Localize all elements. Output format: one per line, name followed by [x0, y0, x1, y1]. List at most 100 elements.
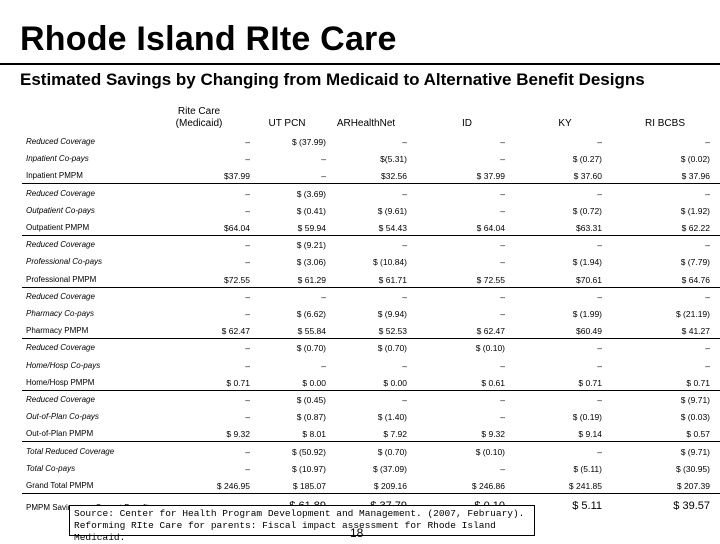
table-cell: $ (9.94) — [377, 309, 407, 319]
table-cell: $ (37.09) — [372, 463, 407, 474]
table-cell: $ (9.71) — [680, 395, 710, 405]
table-cell: $ (5.11) — [573, 463, 602, 474]
group-separator — [22, 183, 720, 185]
table-cell: – — [500, 154, 505, 165]
column-header: KY — [558, 118, 572, 129]
table-cell: – — [402, 291, 407, 302]
slide-subtitle: Estimated Savings by Changing from Medic… — [20, 70, 645, 89]
source-line-1: Source: Center for Health Program Develo… — [74, 508, 525, 519]
column-header: RI BCBS — [644, 118, 685, 129]
source-line-2: Reforming RIte Care for parents: Fiscal … — [74, 520, 496, 543]
table-cell: $ 37.99 — [476, 171, 505, 182]
table-cell: $ 37.96 — [681, 171, 710, 182]
table-cell: – — [500, 463, 505, 474]
table-cell: $ (37.99) — [291, 137, 326, 147]
column-header: ID — [462, 118, 472, 129]
table-cell: $ 55.84 — [297, 326, 326, 337]
row-label: Reduced Coverage — [26, 291, 95, 301]
row-label: Outpatient Co-pays — [26, 205, 95, 215]
table-cell: $60.49 — [576, 326, 602, 337]
table-cell: $ (9.71) — [680, 446, 710, 457]
row-label: Reduced Coverage — [26, 188, 95, 198]
table-cell: – — [597, 446, 602, 457]
table-cell: $ 0.00 — [302, 377, 326, 388]
table-cell: – — [500, 188, 505, 199]
row-label: Total Co-pays — [26, 463, 76, 473]
table-cell: $ (1.99) — [572, 309, 602, 319]
table-cell: $ 64.76 — [681, 274, 710, 285]
row-label: Professional Co-pays — [26, 257, 103, 267]
table-cell: $ 72.55 — [476, 274, 505, 285]
table-cell: $32.56 — [381, 171, 407, 182]
table-cell: $ 9.32 — [481, 429, 505, 440]
table-cell: – — [705, 360, 710, 371]
table-cell: – — [500, 205, 505, 216]
table-cell: – — [245, 257, 250, 268]
column-header: UT PCN — [268, 118, 306, 129]
table-cell: – — [597, 188, 602, 199]
table-cell: $ 59.94 — [297, 223, 326, 233]
table-cell: $ (0.19) — [572, 412, 602, 423]
table-cell: – — [402, 188, 407, 199]
source-box: Source: Center for Health Program Develo… — [69, 505, 535, 543]
table-cell: – — [245, 291, 250, 302]
savings-cell: $ 5.11 — [572, 500, 602, 513]
group-separator — [22, 338, 720, 340]
table-cell: $ (0.41) — [296, 205, 326, 216]
table-cell: $37.99 — [224, 171, 250, 182]
table-cell: $ 246.95 — [216, 481, 250, 491]
table-cell: $ 54.43 — [378, 223, 407, 233]
table-cell: $ 62.22 — [681, 223, 710, 233]
row-label: Reduced Coverage — [26, 343, 95, 353]
table-cell: – — [500, 257, 505, 268]
table-cell: $ 185.07 — [292, 481, 326, 491]
table-cell: – — [500, 240, 505, 251]
row-label: Total Reduced Coverage — [26, 446, 115, 456]
table-cell: – — [245, 412, 250, 423]
table-cell: $ (21.19) — [675, 309, 710, 319]
table-cell: $ (0.03) — [680, 412, 710, 423]
table-cell: $63.31 — [576, 223, 602, 233]
table-cell: $ 7.92 — [383, 429, 407, 440]
table-cell: $ (7.79) — [680, 257, 710, 268]
table-cell: – — [597, 343, 602, 354]
row-label: Out-of-Plan PMPM — [26, 429, 94, 439]
table-cell: $ 0.57 — [686, 429, 710, 440]
table-cell: $ (10.84) — [372, 257, 407, 268]
table-cell: – — [500, 137, 505, 147]
table-cell: $ (3.69) — [296, 188, 326, 199]
table-cell: $72.55 — [224, 274, 250, 285]
row-label: Professional PMPM — [26, 274, 97, 284]
title-rule — [0, 63, 720, 65]
table-cell: $(5.31) — [380, 154, 407, 165]
table-cell: $ (50.92) — [291, 446, 326, 457]
table-cell: $ (0.10) — [475, 446, 505, 457]
table-cell: – — [705, 343, 710, 354]
row-label: Home/Hosp Co-pays — [26, 360, 101, 370]
table-cell: – — [402, 395, 407, 405]
page-number: 18 — [350, 526, 364, 540]
table-cell: – — [321, 360, 326, 371]
table-cell: $ 61.71 — [378, 274, 407, 285]
table-cell: – — [245, 188, 250, 199]
row-label: Inpatient PMPM — [26, 171, 83, 181]
table-cell: $ 8.01 — [302, 429, 326, 440]
table-cell: – — [597, 360, 602, 371]
table-cell: – — [705, 137, 710, 147]
table-cell: – — [402, 360, 407, 371]
table-cell: – — [705, 240, 710, 251]
table-cell: $ (0.02) — [680, 154, 710, 165]
table-cell: $ (0.45) — [296, 395, 326, 405]
table-cell: $ 41.27 — [681, 326, 710, 337]
table-cell: – — [245, 343, 250, 354]
table-cell: – — [245, 154, 250, 165]
table-cell: $ (0.70) — [377, 446, 407, 457]
table-cell: – — [245, 309, 250, 319]
table-cell: $ 241.85 — [568, 481, 602, 491]
table-cell: – — [402, 137, 407, 147]
table-cell: – — [245, 240, 250, 251]
table-cell: $64.04 — [224, 223, 250, 233]
table-cell: $ 61.29 — [297, 274, 326, 285]
table-cell: – — [245, 137, 250, 147]
table-cell: – — [500, 291, 505, 302]
